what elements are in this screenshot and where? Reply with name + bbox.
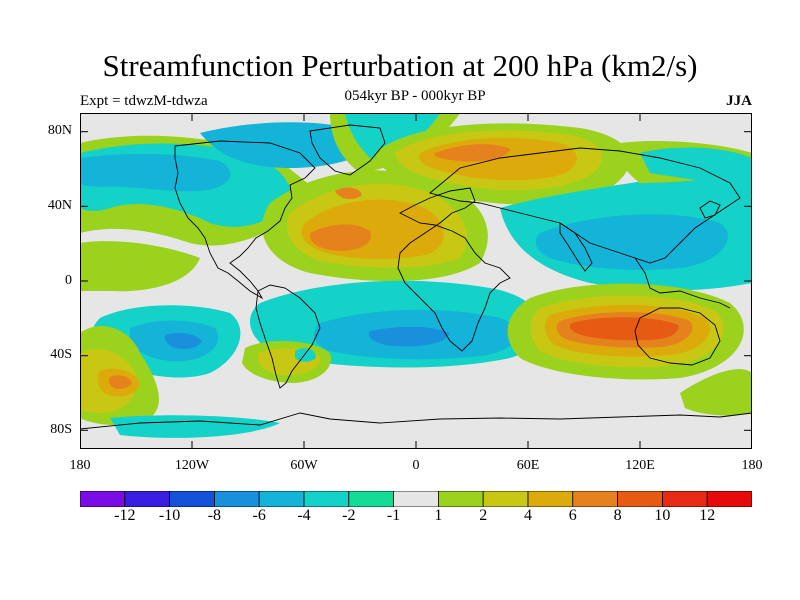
contour-south-band-green-east bbox=[720, 394, 752, 413]
colorbar-swatch bbox=[527, 491, 574, 507]
southeast-asia-outline bbox=[634, 257, 731, 309]
lon-label-0: 0 bbox=[412, 458, 420, 473]
colorbar-tick-label: -12 bbox=[114, 507, 136, 524]
colorbar-swatch bbox=[393, 491, 439, 507]
experiment-label: Expt = tdwzM-tdwza bbox=[80, 93, 208, 109]
colorbar-swatch bbox=[617, 491, 663, 507]
colorbar-swatch bbox=[169, 491, 215, 507]
colorbar-tick-label: -6 bbox=[252, 507, 266, 524]
contour-north-pacific-blue bbox=[80, 153, 231, 192]
colorbar-swatch bbox=[662, 491, 708, 507]
colorbar-swatch bbox=[572, 491, 618, 507]
eurasia-outline bbox=[429, 147, 741, 264]
plot-subtitle: 054kyr BP - 000kyr BP bbox=[344, 88, 486, 104]
plot-title: Streamfunction Perturbation at 200 hPa (… bbox=[102, 48, 698, 83]
india-outline bbox=[559, 222, 593, 272]
colorbar bbox=[80, 491, 752, 507]
map-panel bbox=[80, 113, 752, 449]
contour-west-pacific-teal bbox=[640, 147, 752, 188]
colorbar-swatch bbox=[348, 491, 394, 507]
lon-label-60e: 60E bbox=[516, 458, 540, 473]
colorbar-swatch bbox=[124, 491, 170, 507]
europe-africa-outline bbox=[397, 187, 511, 352]
colorbar-tick-label: 1 bbox=[434, 507, 443, 524]
colorbar-swatch bbox=[482, 491, 529, 507]
contour-australia-red bbox=[569, 317, 679, 341]
contour-south-band-teal bbox=[110, 415, 280, 438]
contour-greenland-teal bbox=[345, 113, 440, 158]
contour-atlantic-orange bbox=[309, 224, 371, 251]
season-label: JJA bbox=[726, 93, 752, 109]
map-border bbox=[80, 113, 752, 449]
lon-label-120e: 120E bbox=[625, 458, 655, 473]
lat-label-0: 0 bbox=[65, 273, 72, 288]
colorbar-tick-label: -8 bbox=[207, 507, 222, 524]
colorbar-tick-label: 8 bbox=[613, 507, 622, 524]
colorbar-swatch bbox=[303, 491, 350, 507]
lon-label-180e: 180 bbox=[741, 458, 763, 473]
contour-atlantic-north-orange bbox=[335, 187, 362, 200]
colorbar-swatch bbox=[706, 491, 752, 507]
contour-patagonia-teal bbox=[295, 348, 316, 362]
colorbar-tick-label: 12 bbox=[699, 507, 716, 524]
colorbar-swatch bbox=[258, 491, 305, 507]
north-america-outline bbox=[174, 140, 316, 300]
colorbar-tick-label: 2 bbox=[479, 507, 488, 524]
colorbar-tick-label: -1 bbox=[386, 507, 401, 524]
lat-label-40s: 40S bbox=[50, 347, 72, 362]
colorbar-swatch bbox=[437, 491, 484, 507]
colorbar-tick-label: 4 bbox=[524, 507, 532, 524]
colorbar-swatch bbox=[80, 491, 126, 507]
coastlines bbox=[80, 124, 752, 430]
lon-label-60w: 60W bbox=[290, 458, 318, 473]
contour-east-pacific-green bbox=[80, 241, 200, 292]
contour-sw-pacific-orange bbox=[108, 375, 132, 390]
contour-eurasia-orange bbox=[434, 144, 510, 162]
lat-label-40n: 40N bbox=[47, 198, 72, 213]
lat-label-80s: 80S bbox=[50, 422, 72, 437]
contour-east-south-pacific-core bbox=[164, 333, 202, 349]
greenland-outline bbox=[309, 124, 386, 176]
antarctica-outline bbox=[80, 412, 752, 430]
contour-south-indian-blue bbox=[368, 326, 450, 347]
colorbar-tick-label: -4 bbox=[297, 507, 311, 524]
map-ticks bbox=[80, 113, 752, 449]
lon-label-180w: 180 bbox=[69, 458, 91, 473]
contour-asia-blue bbox=[535, 214, 728, 270]
south-america-outline bbox=[255, 284, 321, 389]
australia-outline bbox=[634, 307, 721, 366]
colorbar-tick-label: -2 bbox=[342, 507, 356, 524]
colorbar-tick-label: 10 bbox=[654, 507, 671, 524]
colorbar-tick-label: -10 bbox=[158, 507, 181, 524]
lat-label-80n: 80N bbox=[47, 123, 72, 138]
colorbar-tick-label: 6 bbox=[568, 507, 577, 524]
lon-label-120w: 120W bbox=[174, 458, 210, 473]
streamfunction-map bbox=[80, 113, 752, 449]
colorbar-swatch bbox=[213, 491, 260, 507]
japan-outline bbox=[699, 200, 721, 219]
